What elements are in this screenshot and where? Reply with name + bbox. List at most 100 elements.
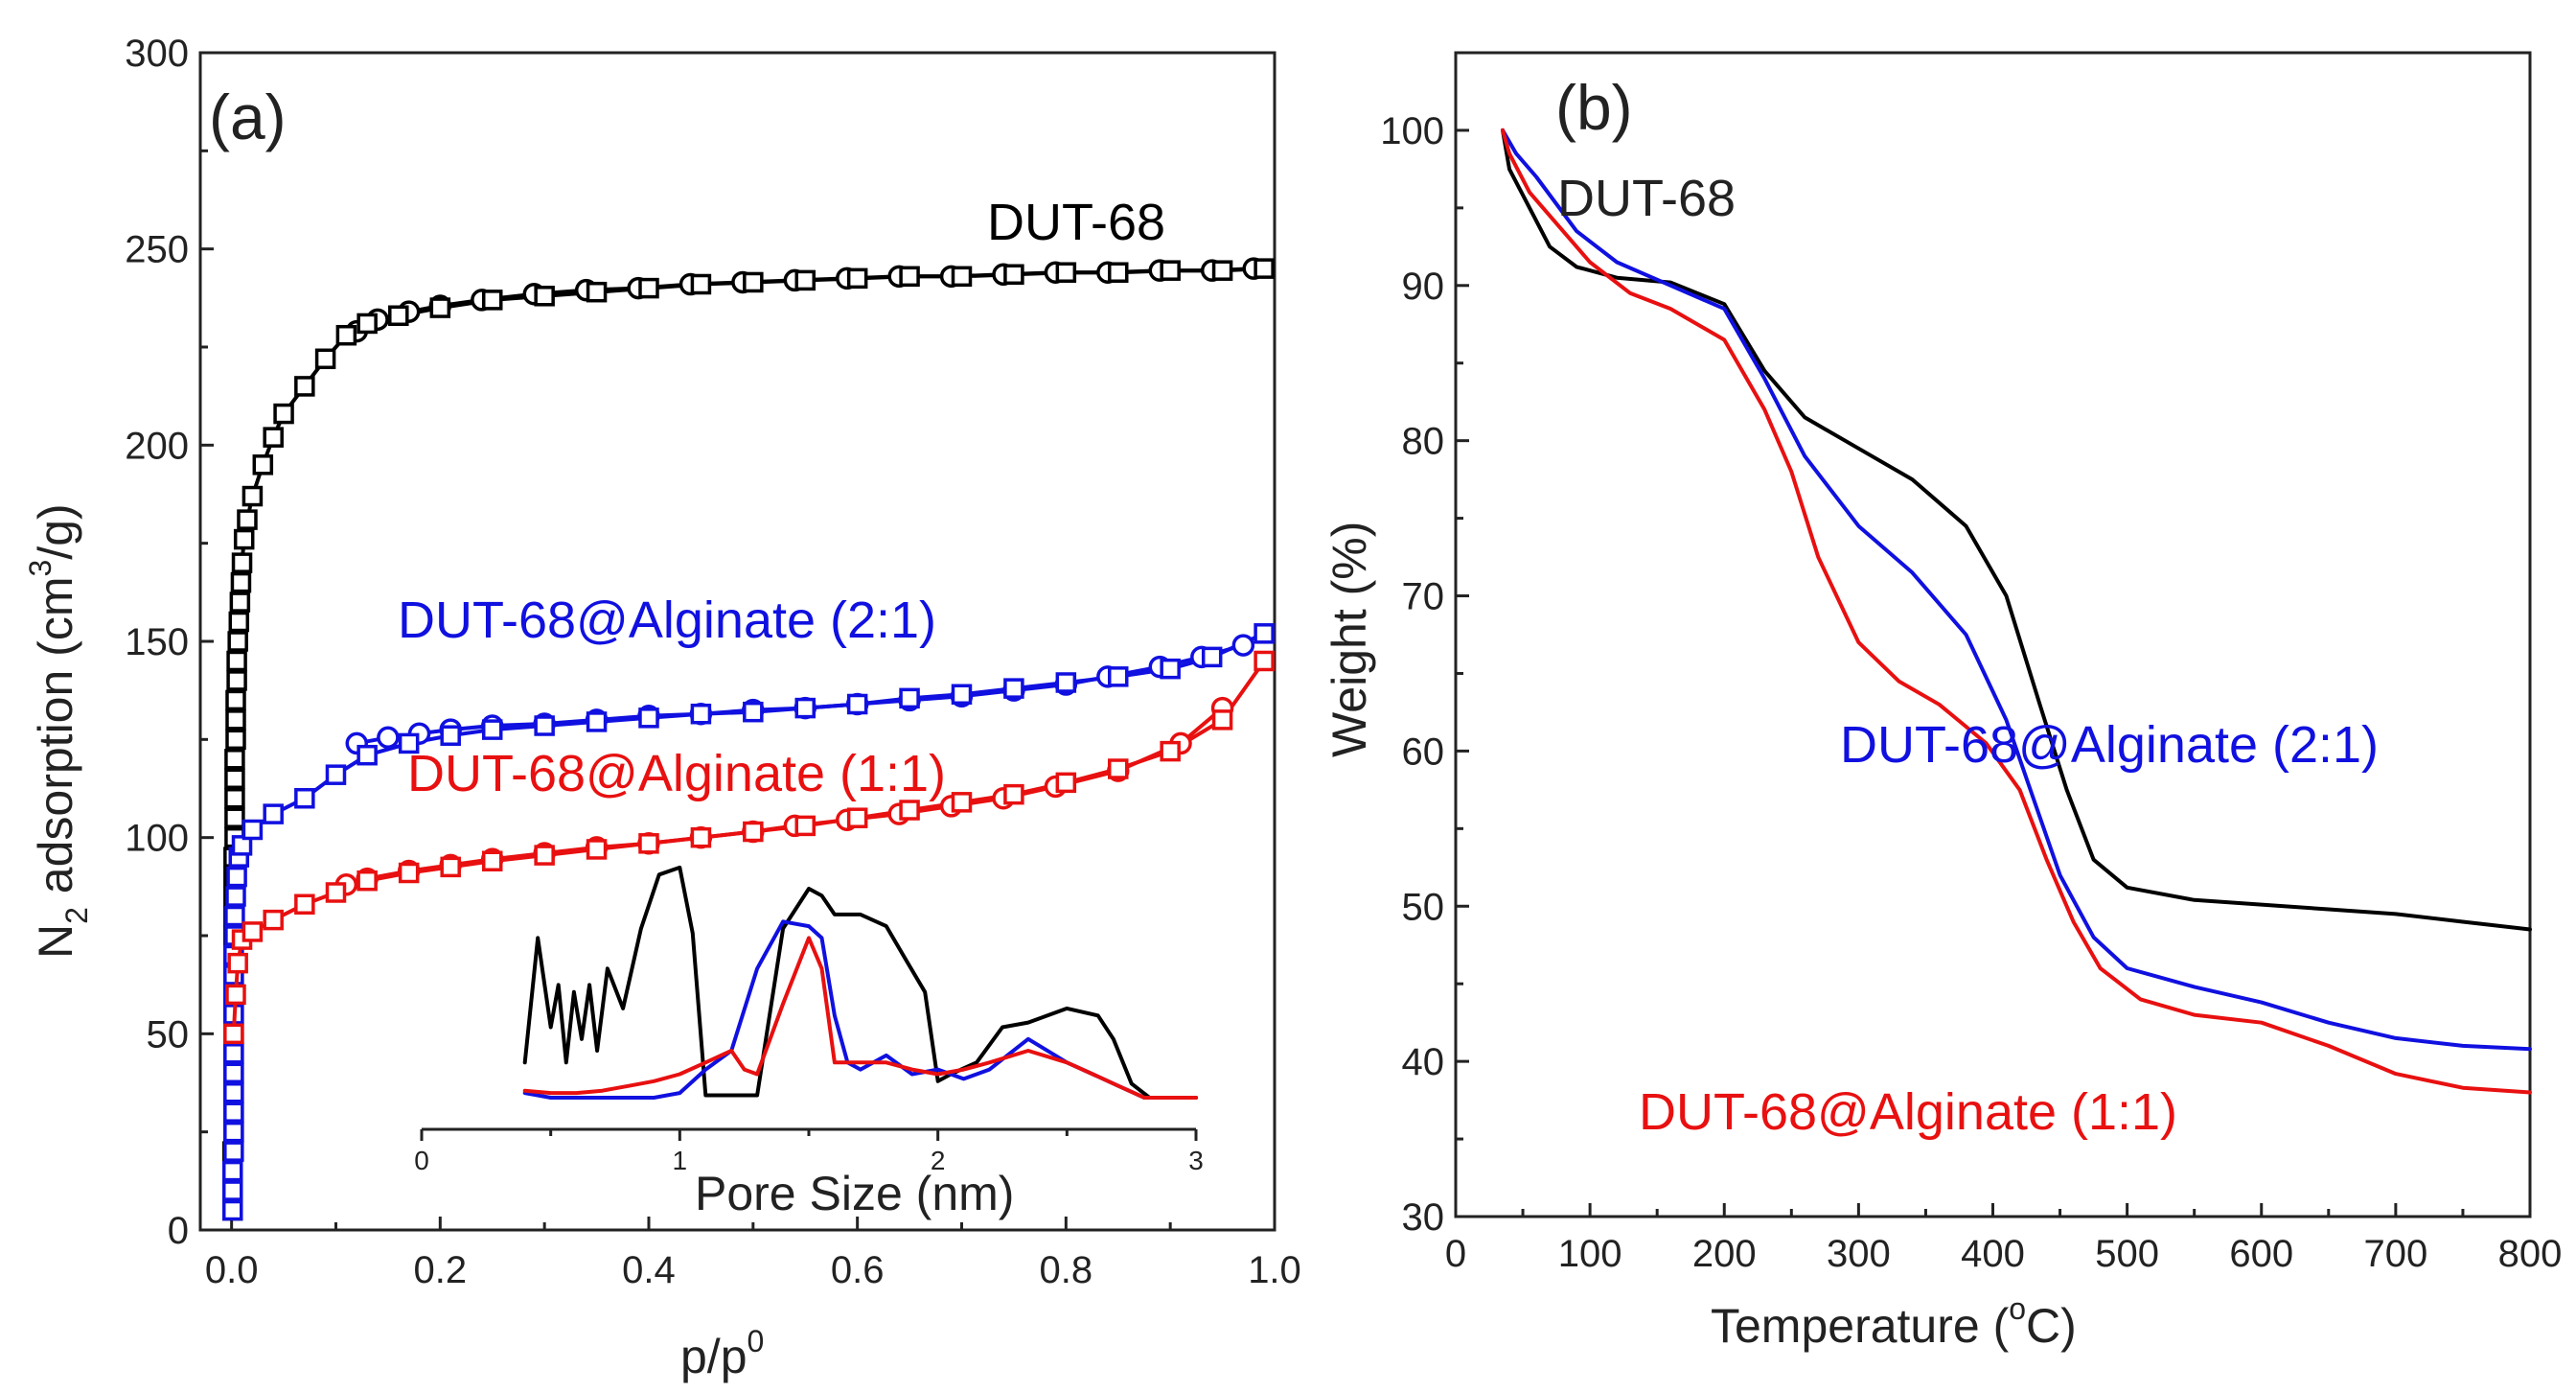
panel-a-y-tick-label: 50: [147, 1013, 190, 1056]
adsorption-point: [273, 403, 294, 425]
adsorption-point: [1211, 709, 1233, 731]
adsorption-point: [223, 1081, 244, 1103]
panel-b-label: (b): [1555, 72, 1633, 143]
panel-a-x-axis-label-main: p/p: [680, 1330, 748, 1383]
panel-a-x-tick-label: 0.6: [831, 1249, 885, 1291]
adsorption-point: [690, 826, 712, 848]
panel-a-y-tick-label: 300: [125, 33, 189, 75]
adsorption-point: [226, 650, 247, 672]
panel-a-y-axis-label-end: /g): [29, 503, 82, 559]
adsorption-point: [221, 1199, 243, 1221]
adsorption-point: [638, 277, 659, 299]
adsorption-point: [429, 297, 451, 318]
adsorption-point: [223, 1141, 244, 1162]
panel-a-y-tick-label: 100: [125, 818, 189, 860]
adsorption-point: [233, 528, 255, 550]
panel-b-y-tick-label: 70: [1402, 576, 1445, 618]
adsorption-point: [228, 611, 250, 633]
adsorption-point: [899, 687, 920, 709]
adsorption-point: [1211, 260, 1233, 281]
adsorption-point: [534, 715, 555, 736]
adsorption-point: [263, 427, 284, 448]
panel-a-y-axis-label-mid: adsorption (cm: [29, 577, 82, 908]
panel-a-x-tick-label: 0.0: [205, 1249, 259, 1291]
adsorption-point: [229, 592, 251, 613]
adsorption-point: [846, 693, 868, 715]
adsorption-point: [1160, 260, 1181, 281]
adsorption-point: [1003, 678, 1024, 699]
panel-b-y-tick-label: 100: [1380, 110, 1444, 152]
panel-a-x-axis-label-sup: 0: [748, 1324, 765, 1358]
adsorption-point: [1201, 646, 1223, 668]
adsorption-point: [398, 732, 420, 754]
panel-a-label: (a): [209, 81, 287, 152]
inset-axis: 0 1 2 3: [414, 1127, 1204, 1175]
inset-x-tick-label: 1: [673, 1146, 688, 1175]
adsorption-point: [223, 1023, 244, 1045]
panel-a-ticks: 0.0 0.2 0.4 0.6 0.8 1.0 0 50 100 150 200 250 300: [125, 33, 1301, 1291]
adsorption-point: [743, 701, 764, 723]
panel-b-x-tick-label: 500: [2095, 1233, 2159, 1275]
panel-b-y-tick-label: 30: [1402, 1196, 1445, 1239]
tga-curve-2: [1501, 128, 2532, 1095]
panel-a-y-axis-label: N2 adsorption (cm3/g): [23, 503, 94, 959]
adsorption-point: [638, 833, 659, 854]
adsorption-point: [225, 886, 246, 907]
adsorption-point: [231, 835, 253, 856]
panel-b: 0 100 200 300 400 500 600 700 800 30 40 50 60 70 80 90 1…: [1322, 51, 2562, 1353]
panel-b-x-tick-label: 400: [1961, 1233, 2025, 1275]
inset-x-tick-label: 2: [931, 1146, 946, 1175]
adsorption-point: [225, 689, 246, 711]
adsorption-point: [794, 697, 816, 719]
adsorption-point: [1003, 783, 1024, 805]
adsorption-point: [846, 267, 868, 290]
panel-a-x-tick-label: 0.8: [1040, 1249, 1093, 1291]
panel-b-series: [1501, 128, 2532, 1095]
panel-b-x-axis-label: Temperature (oC): [1711, 1291, 2077, 1353]
panel-b-y-tick-label: 80: [1402, 421, 1445, 463]
adsorption-point: [951, 266, 973, 288]
adsorption-point: [237, 509, 258, 530]
adsorption-point: [1055, 772, 1077, 794]
inset-x-axis-label: Pore Size (nm): [695, 1167, 1014, 1220]
adsorption-point: [325, 764, 347, 785]
adsorption-point: [586, 281, 608, 303]
panel-b-x-axis-label-end: C): [2026, 1299, 2077, 1353]
adsorption-point: [794, 269, 816, 291]
inset-x-tick-label: 0: [414, 1146, 429, 1175]
adsorption-point: [846, 807, 868, 828]
adsorption-point: [586, 839, 608, 860]
adsorption-point: [225, 984, 246, 1006]
adsorption-point: [1254, 650, 1275, 672]
adsorption-point: [224, 768, 245, 790]
adsorption-point: [223, 1043, 244, 1064]
panel-b-ticks: 0 100 200 300 400 500 600 700 800 30 40 50 60 70 80 90 1…: [1380, 110, 2562, 1275]
inset-pore-size-line: [522, 865, 1198, 1100]
panel-a-y-axis-label-sub: 2: [59, 907, 94, 924]
adsorption-point: [335, 324, 357, 346]
panel-a-y-tick-label: 150: [125, 621, 189, 663]
adsorption-point: [242, 819, 264, 841]
adsorption-point: [481, 290, 503, 311]
adsorption-point: [224, 905, 245, 927]
adsorption-point: [1160, 740, 1181, 762]
panel-b-axes-frame: [1454, 51, 2532, 1218]
adsorption-point: [794, 815, 816, 837]
panel-b-y-tick-label: 60: [1402, 731, 1445, 773]
adsorption-point: [1055, 262, 1077, 283]
adsorption-point: [1107, 666, 1129, 687]
adsorption-point: [224, 787, 245, 809]
panel-b-y-axis-label: Weight (%): [1322, 522, 1376, 757]
adsorption-point: [226, 670, 247, 691]
adsorption-point: [743, 821, 764, 843]
panel-a-x-tick-label: 0.4: [622, 1249, 676, 1291]
adsorption-point: [1003, 264, 1024, 286]
adsorption-point: [1055, 672, 1077, 693]
series-label-dut68-alginate-2-1: DUT-68@Alginate (2:1): [398, 592, 936, 649]
panel-a-x-axis-label: p/p0: [680, 1324, 764, 1383]
tga-curve-1: [1501, 128, 2532, 1052]
panel-b-x-tick-label: 300: [1827, 1233, 1891, 1275]
adsorption-point: [1160, 658, 1181, 680]
adsorption-point: [1107, 262, 1129, 283]
